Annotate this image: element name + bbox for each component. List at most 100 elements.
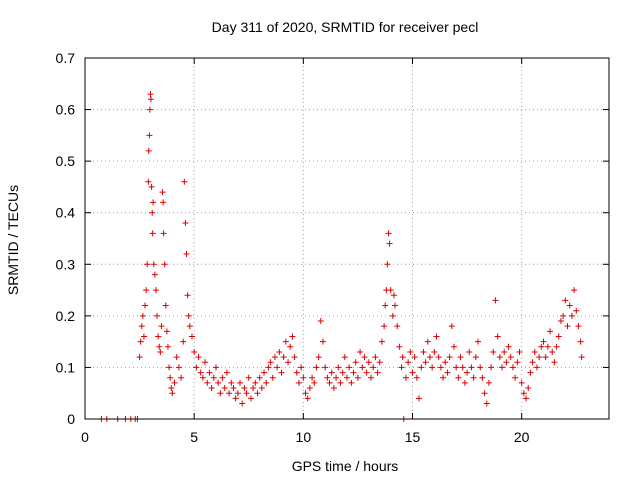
y-tick-label: 0.2	[56, 308, 76, 324]
data-point	[426, 354, 433, 361]
data-point	[243, 390, 250, 397]
data-point	[354, 374, 361, 381]
data-point	[440, 374, 447, 381]
data-point	[389, 312, 396, 319]
data-point	[459, 364, 466, 371]
data-point	[553, 343, 560, 350]
data-point	[405, 359, 412, 366]
data-point	[274, 364, 281, 371]
data-point	[256, 374, 263, 381]
data-point	[204, 379, 211, 386]
data-point	[144, 261, 151, 268]
data-point	[384, 261, 391, 268]
data-point	[206, 369, 213, 376]
data-point	[182, 220, 189, 227]
data-point	[390, 292, 397, 299]
data-point	[278, 369, 285, 376]
data-point	[429, 364, 436, 371]
data-point	[503, 359, 510, 366]
data-point	[217, 390, 224, 397]
data-point	[160, 230, 167, 237]
data-point	[215, 379, 222, 386]
data-point	[370, 364, 377, 371]
data-point	[562, 297, 569, 304]
data-point	[411, 354, 418, 361]
data-point	[387, 287, 394, 294]
data-point	[420, 348, 427, 355]
data-point	[531, 348, 538, 355]
data-point	[472, 354, 479, 361]
data-point	[520, 390, 527, 397]
x-tick-label: 15	[405, 429, 421, 445]
data-point	[339, 369, 346, 376]
y-axis-label: SRMTID / TECUs	[5, 185, 21, 295]
data-point	[344, 374, 350, 381]
data-point	[287, 343, 294, 350]
data-point	[280, 354, 287, 361]
y-tick-label: 0.3	[56, 256, 76, 272]
data-point	[540, 338, 547, 345]
data-point	[359, 364, 366, 371]
grid	[85, 58, 609, 419]
data-point	[247, 395, 254, 402]
data-point	[346, 364, 353, 371]
data-point	[188, 333, 195, 340]
x-tick-label: 5	[190, 429, 198, 445]
data-point	[193, 364, 200, 371]
data-point	[450, 343, 457, 350]
x-tick-label: 10	[296, 429, 312, 445]
data-point	[392, 302, 399, 309]
data-point	[154, 312, 161, 319]
data-point	[518, 379, 525, 386]
data-point	[271, 354, 278, 361]
data-point	[148, 183, 155, 190]
data-point	[326, 379, 333, 386]
data-point	[357, 348, 364, 355]
data-point	[149, 230, 156, 237]
data-point	[514, 359, 521, 366]
data-point	[252, 379, 259, 386]
data-point	[385, 230, 392, 237]
data-point	[499, 364, 506, 371]
data-point	[368, 374, 375, 381]
data-point	[409, 369, 416, 376]
data-point	[164, 343, 171, 350]
data-point	[162, 302, 169, 309]
data-point	[507, 354, 514, 361]
data-point	[577, 338, 584, 345]
data-point	[382, 302, 389, 309]
data-point	[295, 379, 302, 386]
data-point	[186, 323, 193, 330]
data-point	[150, 199, 157, 206]
data-point	[197, 369, 204, 376]
data-point	[437, 364, 444, 371]
data-point	[210, 374, 217, 381]
data-point	[155, 333, 162, 340]
data-point	[481, 390, 488, 397]
data-point	[232, 395, 239, 402]
x-tick-label: 20	[514, 429, 530, 445]
data-point	[483, 400, 490, 407]
data-point	[181, 178, 188, 185]
data-point	[146, 132, 153, 139]
data-marks	[98, 91, 585, 422]
data-point	[523, 395, 530, 402]
data-point	[322, 364, 329, 371]
data-point	[319, 338, 326, 345]
data-point	[159, 189, 166, 196]
data-point	[416, 395, 423, 402]
data-point	[536, 354, 543, 361]
data-point	[152, 287, 159, 294]
data-point	[300, 374, 307, 381]
data-point	[293, 369, 300, 376]
y-tick-label: 0.6	[56, 102, 76, 118]
data-point	[566, 302, 573, 309]
data-point	[485, 379, 492, 386]
data-point	[564, 323, 571, 330]
data-point	[444, 369, 451, 376]
data-point	[542, 354, 549, 361]
data-point	[386, 240, 393, 247]
data-point	[433, 333, 440, 340]
data-point	[330, 385, 337, 392]
data-point	[183, 250, 190, 257]
